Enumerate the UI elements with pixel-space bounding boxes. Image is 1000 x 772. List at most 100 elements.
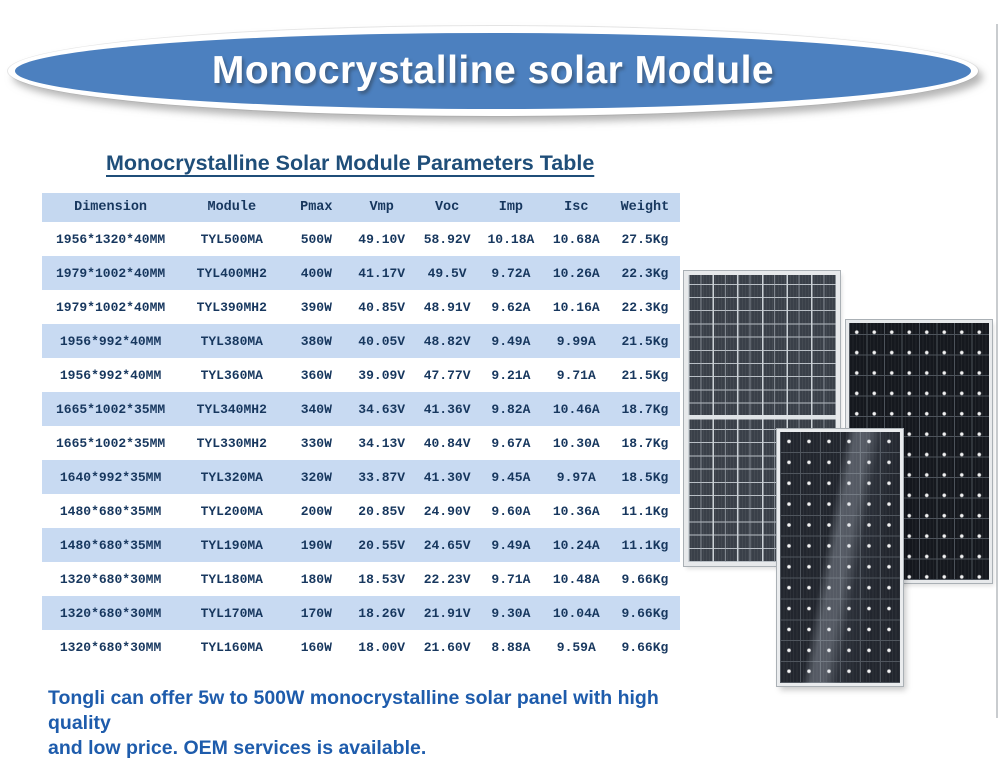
table-row: 1979*1002*40MM TYL390MH2 390W 40.85V 48.91V 9… [42,290,680,324]
solar-panel-image-front [777,429,903,686]
table-cell: 49.10V [358,231,406,247]
column-header-pmax: Pmax [284,193,349,222]
table-cell: 9.99A [556,333,596,349]
column-header-imp: Imp [479,193,543,222]
table-cell: 34.63V [358,401,406,417]
table-cell: 24.90V [423,503,471,519]
table-cell: 9.71A [491,571,531,587]
table-cell: 48.82V [423,333,471,349]
table-cell: 10.36A [552,503,600,519]
table-cell: 10.68A [552,231,600,247]
table-header-row: Dimension Module Pmax Vmp Voc Imp Isc Weight [42,193,680,222]
table-cell: TYL200MA [200,503,263,519]
table-row: 1956*992*40MM TYL360MA 360W 39.09V 47.77V 9.2… [42,358,680,392]
table-cell: 9.66Kg [621,639,669,655]
table-row: 1320*680*30MM TYL180MA 180W 18.53V 22.23V 9.7… [42,562,680,596]
table-cell: 1956*992*40MM [59,333,162,349]
solar-cells-grid [780,432,900,683]
table-cell: 9.49A [491,537,531,553]
table-cell: 9.67A [491,435,531,451]
banner-title: Monocrystalline solar Module [211,49,775,92]
table-cell: 1320*680*30MM [59,605,162,621]
table-cell: 58.92V [423,231,471,247]
table-cell: 33.87V [358,469,406,485]
table-cell: 10.46A [552,401,600,417]
table-cell: TYL360MA [200,367,263,383]
table-cell: 9.49A [491,333,531,349]
table-cell: 20.55V [358,537,406,553]
table-cell: 10.04A [552,605,600,621]
table-cell: TYL330MH2 [196,435,267,451]
table-cell: 10.24A [552,537,600,553]
footer-note: Tongli can offer 5w to 500W monocrystall… [48,686,708,761]
table-cell: TYL190MA [200,537,263,553]
table-row: 1320*680*30MM TYL170MA 170W 18.26V 21.91V 9.3… [42,596,680,630]
table-cell: 10.30A [552,435,600,451]
table-cell: 41.17V [358,265,406,281]
footer-line-2: and low price. OEM services is available… [48,737,427,759]
table-row: 1480*680*35MM TYL200MA 200W 20.85V 24.90V 9.6… [42,494,680,528]
table-cell: 9.60A [491,503,531,519]
table-cell: 21.60V [423,639,471,655]
table-cell: 9.97A [556,469,596,485]
table-cell: 11.1Kg [621,503,669,519]
table-cell: 40.84V [423,435,471,451]
table-cell: 330W [300,435,332,451]
table-cell: TYL320MA [200,469,263,485]
table-cell: 24.65V [423,537,471,553]
table-cell: 380W [300,333,332,349]
table-cell: 1320*680*30MM [59,571,162,587]
table-cell: 1956*1320*40MM [55,231,166,247]
table-cell: TYL170MA [200,605,263,621]
table-cell: 9.59A [556,639,596,655]
footer-line-1: Tongli can offer 5w to 500W monocrystall… [48,687,659,734]
table-row: 1956*992*40MM TYL380MA 380W 40.05V 48.82V 9.4… [42,324,680,358]
column-header-vmp: Vmp [348,193,416,222]
table-cell: 9.82A [491,401,531,417]
table-cell: 11.1Kg [621,537,669,553]
table-cell: 320W [300,469,332,485]
table-cell: 1640*992*35MM [59,469,162,485]
table-cell: 18.7Kg [621,401,669,417]
table-cell: 49.5V [427,265,467,281]
table-cell: 18.5Kg [621,469,669,485]
table-cell: TYL400MH2 [196,265,267,281]
table-cell: 22.3Kg [621,265,669,281]
table-cell: 360W [300,367,332,383]
table-row: 1640*992*35MM TYL320MA 320W 33.87V 41.30V 9.4… [42,460,680,494]
table-cell: 22.3Kg [621,299,669,315]
table-cell: 9.66Kg [621,571,669,587]
table-row: 1480*680*35MM TYL190MA 190W 20.55V 24.65V 9.4… [42,528,680,562]
table-cell: 41.36V [423,401,471,417]
table-cell: 10.48A [552,571,600,587]
table-cell: 1956*992*40MM [59,367,162,383]
table-cell: 9.72A [491,265,531,281]
table-cell: 10.16A [552,299,600,315]
table-cell: 21.5Kg [621,367,669,383]
table-cell: 1665*1002*35MM [55,435,166,451]
table-cell: 18.53V [358,571,406,587]
table-cell: 48.91V [423,299,471,315]
table-cell: 200W [300,503,332,519]
column-header-voc: Voc [415,193,479,222]
table-cell: TYL340MH2 [196,401,267,417]
table-cell: 9.66Kg [621,605,669,621]
table-cell: 40.05V [358,333,406,349]
table-cell: 500W [300,231,332,247]
table-cell: 400W [300,265,332,281]
table-cell: 18.26V [358,605,406,621]
table-cell: 41.30V [423,469,471,485]
table-row: 1665*1002*35MM TYL340MH2 340W 34.63V 41.36V 9… [42,392,680,426]
table-cell: 47.77V [423,367,471,383]
table-cell: 1480*680*35MM [59,503,162,519]
table-cell: TYL380MA [200,333,263,349]
table-cell: 1320*680*30MM [59,639,162,655]
column-header-dimension: Dimension [42,193,180,222]
table-cell: 39.09V [358,367,406,383]
table-cell: 9.30A [491,605,531,621]
table-cell: 20.85V [358,503,406,519]
table-cell: 21.91V [423,605,471,621]
section-title: Monocrystalline Solar Module Parameters … [106,151,595,175]
table-cell: 1979*1002*40MM [55,299,166,315]
